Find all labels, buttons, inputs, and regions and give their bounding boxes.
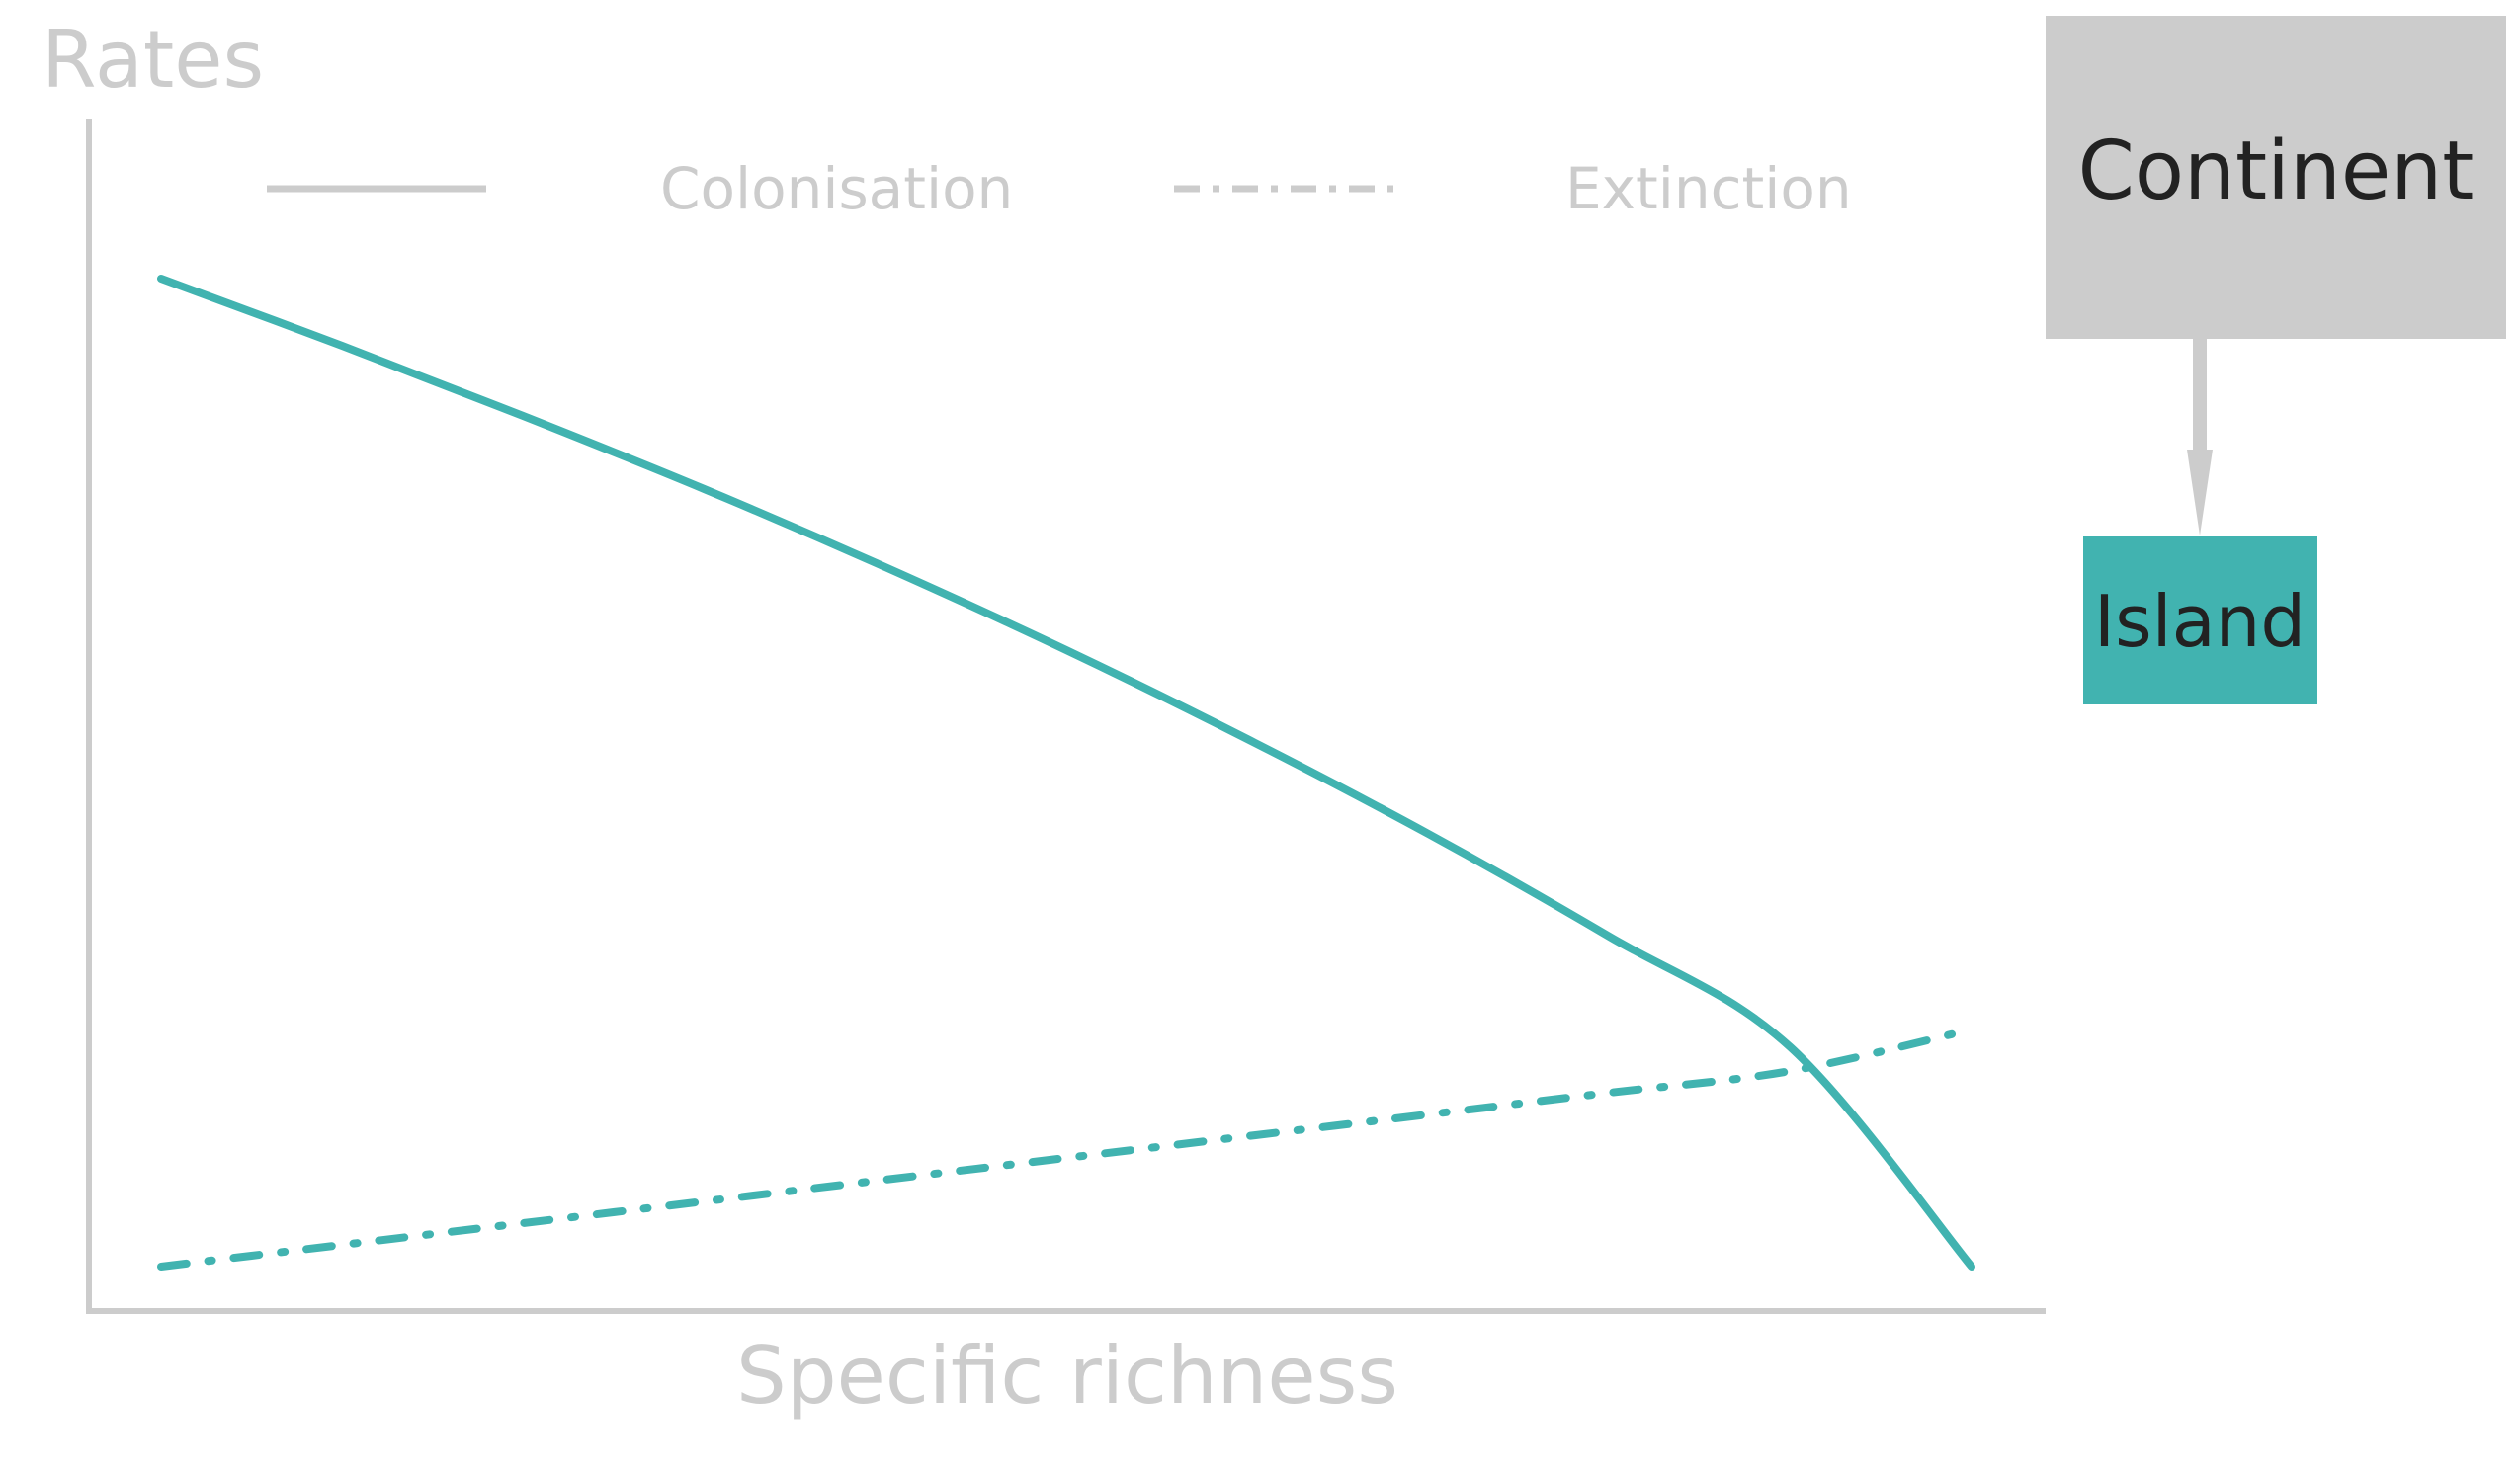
arrow-head <box>2187 450 2213 535</box>
x-axis-label: Specific richness <box>736 1330 1398 1422</box>
continent-label: Continent <box>2078 124 2475 218</box>
y-axis-label: Rates <box>42 14 264 106</box>
island-label: Island <box>2094 580 2306 663</box>
island-box <box>2083 536 2317 704</box>
continent-box <box>2046 16 2506 339</box>
legend-label-colonisation: Colonisation <box>660 155 1013 222</box>
legend-label-extinction: Extinction <box>1565 155 1852 222</box>
continent-island-diagram: Continent Island <box>2046 16 2506 704</box>
plot-area <box>86 119 2046 1314</box>
legend: Colonisation Extinction <box>267 155 1852 222</box>
series-line-extinction <box>157 1026 1975 1271</box>
series-line-colonisation <box>157 275 1975 1271</box>
